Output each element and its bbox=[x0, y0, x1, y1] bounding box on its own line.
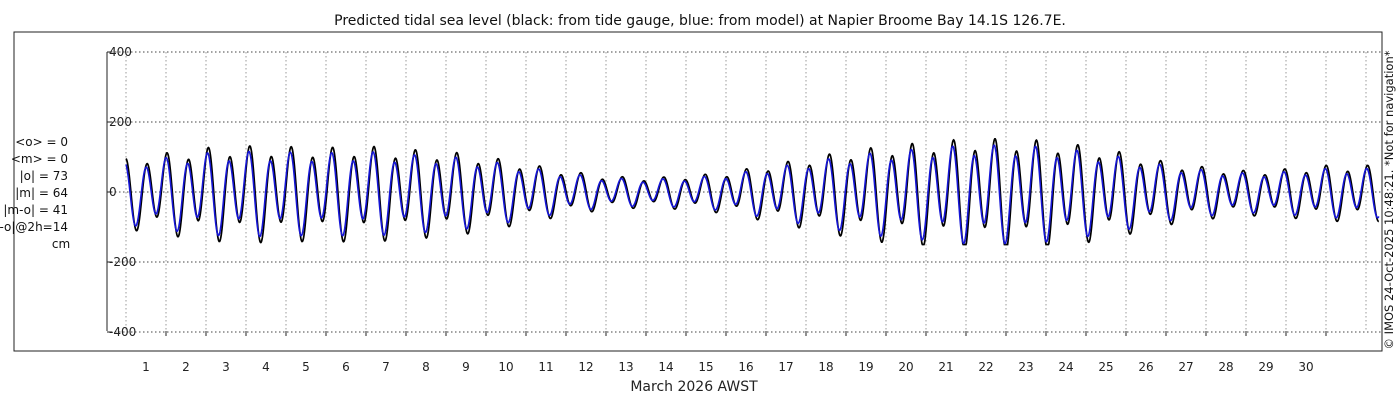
model-series-line bbox=[125, 144, 1380, 245]
y-tick-label: 200 bbox=[109, 115, 132, 129]
x-tick-label: 11 bbox=[538, 360, 553, 374]
x-tick-label: 12 bbox=[578, 360, 593, 374]
x-tick-label: 24 bbox=[1058, 360, 1073, 374]
x-tick-label: 8 bbox=[422, 360, 430, 374]
stat-abs-observed: |o| = 73 bbox=[20, 169, 68, 183]
x-tick-label: 21 bbox=[938, 360, 953, 374]
tide-gauge-series-line bbox=[125, 138, 1379, 246]
chart-title: Predicted tidal sea level (black: from t… bbox=[334, 13, 1066, 29]
stat-abs-difference-2h: |m-o|@2h=14 bbox=[0, 220, 68, 234]
y-axis-ticks: 400 200 0 -200 -400 bbox=[107, 45, 136, 339]
y-tick-label: 0 bbox=[109, 185, 117, 199]
stat-mean-model: <m> = 0 bbox=[11, 152, 68, 166]
x-tick-label: 28 bbox=[1218, 360, 1233, 374]
x-tick-label: 29 bbox=[1258, 360, 1273, 374]
x-tick-label: 20 bbox=[898, 360, 913, 374]
stat-mean-observed: <o> = 0 bbox=[15, 135, 68, 149]
x-tick-label: 4 bbox=[262, 360, 270, 374]
stat-abs-difference: |m-o| = 41 bbox=[3, 203, 68, 217]
x-tick-label: 16 bbox=[738, 360, 753, 374]
stat-abs-model: |m| = 64 bbox=[15, 186, 68, 200]
x-tick-label: 9 bbox=[462, 360, 470, 374]
x-tick-label: 7 bbox=[382, 360, 390, 374]
x-tick-label: 10 bbox=[498, 360, 513, 374]
x-tick-label: 17 bbox=[778, 360, 793, 374]
copyright-credit: © IMOS 24-Oct-2025 10:48:21. *Not for na… bbox=[1382, 50, 1396, 349]
x-axis-label: March 2026 AWST bbox=[630, 379, 758, 395]
x-tick-label: 5 bbox=[302, 360, 310, 374]
grid-lines bbox=[107, 51, 1382, 333]
x-tick-label: 1 bbox=[142, 360, 150, 374]
x-tick-label: 27 bbox=[1178, 360, 1193, 374]
x-tick-label: 26 bbox=[1138, 360, 1153, 374]
y-tick-label: 400 bbox=[109, 45, 132, 59]
x-tick-label: 15 bbox=[698, 360, 713, 374]
x-tick-label: 23 bbox=[1018, 360, 1033, 374]
x-tick-label: 3 bbox=[222, 360, 230, 374]
y-tick-label: -200 bbox=[109, 255, 136, 269]
y-tick-label: -400 bbox=[109, 325, 136, 339]
x-tick-label: 18 bbox=[818, 360, 833, 374]
x-tick-label: 22 bbox=[978, 360, 993, 374]
x-axis-ticks: 1 2 3 4 5 6 7 8 9 10 11 12 13 14 15 16 17 18 19 20 21 22 23 24 2… bbox=[142, 331, 1327, 374]
x-tick-label: 14 bbox=[658, 360, 673, 374]
x-tick-label: 25 bbox=[1098, 360, 1113, 374]
x-tick-label: 19 bbox=[858, 360, 873, 374]
x-tick-label: 6 bbox=[342, 360, 350, 374]
stat-units: cm bbox=[52, 237, 70, 251]
x-tick-label: 30 bbox=[1298, 360, 1313, 374]
x-tick-label: 13 bbox=[618, 360, 633, 374]
statistics-block: <o> = 0 <m> = 0 |o| = 73 |m| = 64 |m-o| … bbox=[0, 135, 70, 251]
x-tick-label: 2 bbox=[182, 360, 190, 374]
